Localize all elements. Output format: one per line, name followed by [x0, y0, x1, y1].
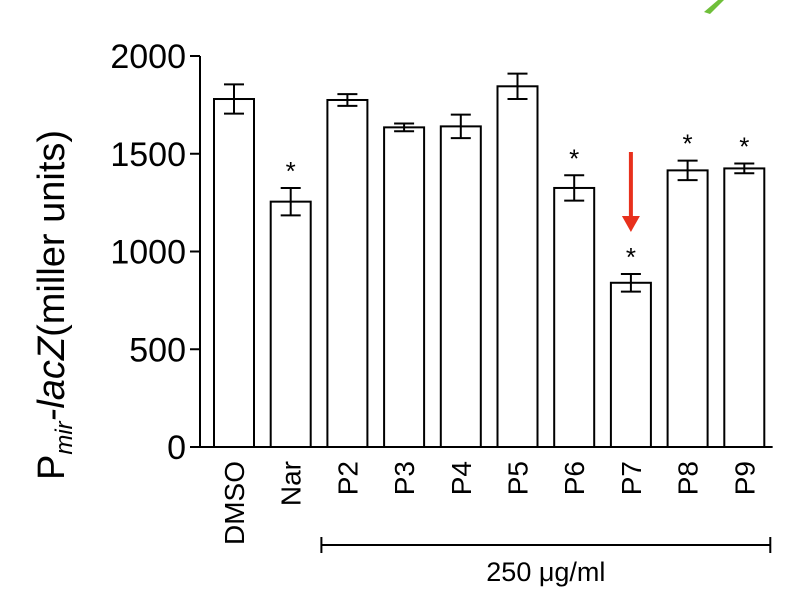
significance-star: *	[569, 143, 579, 173]
significance-star: *	[286, 156, 296, 186]
x-tick-label-p7: P7	[616, 461, 647, 495]
bar-dmso	[213, 98, 255, 448]
x-tick-label-p5: P5	[503, 461, 534, 495]
y-axis-label-prefix: P	[31, 455, 73, 480]
group-bracket: 250 μg/ml	[320, 537, 772, 587]
y-axis-label-text: Pmir-lacZ(miller units)	[31, 130, 78, 480]
x-tick-label-p6: P6	[559, 461, 590, 495]
y-axis-label: Pmir-lacZ(miller units)	[31, 130, 78, 480]
highlight-arrow-head	[621, 215, 640, 232]
bar-p9	[723, 167, 766, 448]
bar-p6	[553, 186, 596, 448]
annotations: * * * * *	[286, 129, 750, 272]
x-tick-label-p9: P9	[729, 461, 760, 495]
y-axis-label-subscript: mir	[51, 420, 78, 454]
y-tick-label: 1500	[110, 136, 186, 174]
x-tick-label-p2: P2	[332, 461, 363, 495]
x-tick-label-dmso: DMSO	[219, 461, 250, 545]
corner-decoration	[704, 0, 724, 14]
y-axis-label-units: (miller units)	[31, 130, 73, 337]
significance-star: *	[739, 132, 749, 162]
bar-p5	[496, 85, 539, 449]
y-tick-label: 2000	[110, 38, 186, 76]
bar-nar	[269, 200, 312, 448]
y-axis: 0 500 1000 1500 2000	[110, 38, 201, 467]
bar-p7	[609, 281, 652, 448]
y-tick-label: 1000	[110, 234, 186, 272]
bars-group	[213, 72, 766, 449]
significance-star: *	[683, 129, 693, 159]
x-tick-label-p4: P4	[446, 461, 477, 495]
significance-star: *	[626, 242, 636, 272]
bar-p2	[326, 98, 369, 449]
x-tick-label-p3: P3	[389, 461, 420, 495]
y-tick-label: 500	[129, 331, 186, 369]
x-tick-label-nar: Nar	[276, 461, 307, 506]
bar-p8	[666, 169, 709, 448]
y-axis-label-gene: -lacZ	[31, 335, 73, 421]
bracket-label: 250 μg/ml	[486, 557, 605, 587]
x-tick-label-p8: P8	[673, 461, 704, 495]
x-tick-labels: DMSO Nar P2 P3 P4 P5 P6 P7 P8 P9	[219, 461, 760, 545]
bar-p3	[383, 126, 426, 448]
bar-p4	[439, 125, 482, 448]
y-tick-label: 0	[167, 429, 186, 467]
